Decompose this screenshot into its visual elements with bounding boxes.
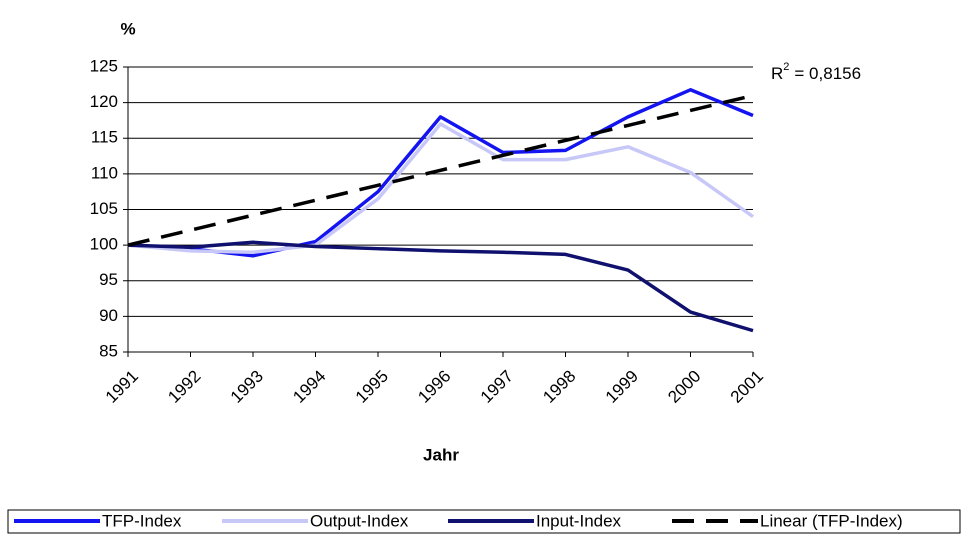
annotation-rest: = 0,8156 — [794, 64, 861, 83]
y-tick-label: 110 — [91, 163, 118, 182]
series-line — [127, 122, 755, 254]
annotation-sup: 2 — [783, 61, 789, 73]
legend-label: TFP-Index — [102, 511, 182, 530]
x-tick-label: 2000 — [664, 367, 704, 407]
x-tick-label: 2001 — [727, 367, 767, 407]
legend-box — [7, 509, 961, 534]
x-tick-label: 1999 — [602, 367, 642, 407]
y-tick-label: 115 — [91, 128, 118, 147]
y-tick-label: 85 — [99, 341, 118, 360]
x-axis-label: Jahr — [423, 445, 459, 464]
x-tick-label: 1995 — [352, 367, 392, 407]
legend-label: Input-Index — [536, 511, 622, 530]
annotation: R2 = 0,8156 — [771, 61, 861, 84]
y-tick-label: 95 — [99, 270, 118, 289]
series-line — [127, 93, 754, 247]
y-tick-label: 90 — [99, 306, 118, 325]
y-tick-label: 100 — [90, 235, 118, 254]
x-tick-label: 1991 — [102, 367, 142, 407]
x-tick-label: 1996 — [414, 367, 454, 407]
y-axis-label: % — [120, 19, 135, 38]
y-tick-label: 125 — [90, 56, 118, 75]
x-tick-label: 1992 — [164, 367, 204, 407]
annotation-base: R — [771, 64, 783, 83]
legend-label: Linear (TFP-Index) — [760, 511, 903, 530]
y-tick-label: 120 — [90, 92, 118, 111]
x-tick-label: 1994 — [289, 367, 329, 407]
x-tick-label: 1997 — [477, 367, 517, 407]
series-line — [127, 240, 754, 333]
x-tick-label: 1998 — [539, 367, 579, 407]
y-tick-label: 105 — [90, 199, 118, 218]
legend-label: Output-Index — [310, 511, 409, 530]
series-line — [127, 88, 754, 258]
x-tick-label: 1993 — [227, 367, 267, 407]
